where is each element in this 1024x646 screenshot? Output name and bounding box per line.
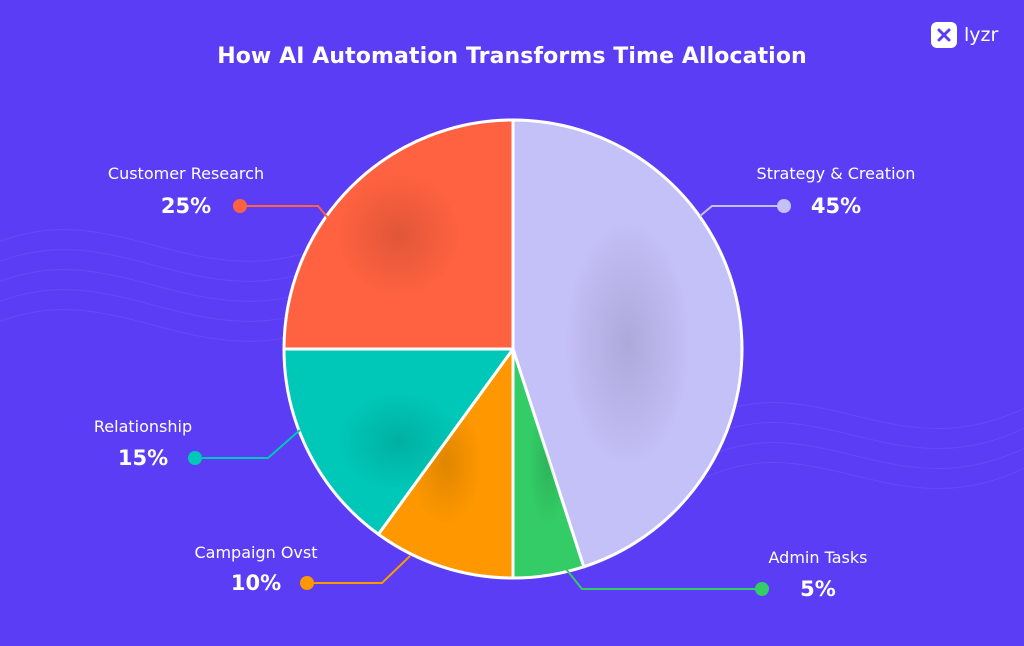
leader-line-campaign-ovst <box>307 556 410 583</box>
slice-value-campaign-ovst: 10% <box>231 571 281 595</box>
leader-line-relationship <box>195 430 300 458</box>
slice-label-admin-tasks: Admin Tasks <box>769 548 868 567</box>
leader-line-strategy-creation <box>700 206 784 216</box>
pie-slice-customer-research <box>284 120 513 349</box>
leader-dot-relationship <box>188 451 202 465</box>
slice-value-relationship: 15% <box>118 446 168 470</box>
leader-dot-admin-tasks <box>755 582 769 596</box>
slice-value-strategy-creation: 45% <box>811 194 861 218</box>
leader-line-admin-tasks <box>566 569 762 589</box>
slice-label-campaign-ovst: Campaign Ovst <box>194 543 317 562</box>
leader-line-customer-research <box>240 206 328 218</box>
slice-label-relationship: Relationship <box>94 417 192 436</box>
slice-label-customer-research: Customer Research <box>108 164 264 183</box>
leader-dot-campaign-ovst <box>300 576 314 590</box>
slice-label-strategy-creation: Strategy & Creation <box>757 164 916 183</box>
leader-dot-strategy-creation <box>777 199 791 213</box>
slice-value-customer-research: 25% <box>161 194 211 218</box>
leader-dot-customer-research <box>233 199 247 213</box>
slice-value-admin-tasks: 5% <box>800 577 836 601</box>
